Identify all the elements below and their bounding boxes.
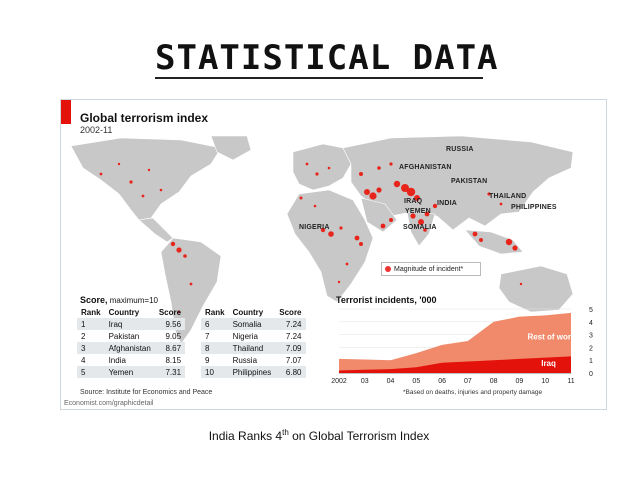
infographic-panel: Global terrorism index 2002-11: [60, 99, 607, 410]
table-row: 4 India 8.15: [81, 355, 182, 365]
x-tick-label: 11: [567, 378, 574, 385]
x-tick-label: 04: [387, 378, 395, 385]
x-tick-label: 2002: [331, 378, 347, 385]
europe: [292, 143, 352, 191]
incident-dot-icon: [385, 266, 391, 272]
map-label-pakistan: PAKISTAN: [451, 178, 488, 185]
map-label-yemen: YEMEN: [405, 208, 431, 215]
world-map: [70, 135, 574, 345]
y-tick-label: 4: [589, 320, 593, 327]
x-tick-label: 03: [361, 378, 369, 385]
chart-footnote: *Based on deaths, injuries and property …: [403, 389, 543, 396]
africa: [286, 189, 374, 303]
y-tick-label: 1: [589, 358, 593, 365]
figure-subtitle: 2002-11: [80, 125, 113, 135]
title-underline: [155, 77, 483, 79]
slide-caption: India Ranks 4th on Global Terrorism Inde…: [208, 428, 430, 443]
x-tick-label: 09: [516, 378, 524, 385]
map-label-afghanistan: AFGHANISTAN: [399, 164, 452, 171]
southeast-asia: [464, 229, 524, 255]
col-score: Score: [158, 307, 182, 317]
y-tick-label: 0: [589, 371, 593, 378]
x-tick-label: 07: [464, 378, 472, 385]
table-row: 8 Thailand 7.09: [201, 342, 306, 354]
chart-title: Terrorist incidents, '000: [336, 295, 437, 305]
incidents-area-chart: 0 1 2 3 4 5 Rest of world Iraq 2002 03 04 05 06 07 08 0…: [331, 307, 593, 396]
map-legend: Magnitude of incident*: [381, 262, 481, 276]
col-rank: Rank: [205, 307, 225, 317]
y-tick-label: 2: [589, 345, 593, 352]
map-label-iraq: IRAQ: [404, 198, 423, 205]
central-america: [138, 217, 174, 243]
y-tick-label: 3: [589, 333, 593, 340]
source-note: Source: Institute for Economics and Peac…: [80, 389, 213, 396]
figure-title: Global terrorism index: [80, 111, 209, 125]
x-tick-label: 10: [541, 378, 549, 385]
col-score: Score: [279, 307, 302, 317]
series-label-iraq: Iraq: [541, 359, 556, 368]
north-america: [70, 137, 222, 221]
x-tick-label: 08: [490, 378, 498, 385]
series-area-iraq: [339, 356, 571, 373]
score-heading: Score, maximum=10: [80, 295, 158, 305]
series-area-rest-of-world: [339, 312, 571, 373]
col-country: Country: [108, 307, 140, 317]
table-row: 5 Yemen 7.31: [77, 366, 186, 378]
incident-dots: [99, 162, 523, 314]
greenland: [210, 135, 252, 161]
accent-tab: [61, 100, 71, 124]
series-label-rest-of-world: Rest of world: [527, 333, 578, 342]
table-row: 7 Nigeria 7.24: [205, 331, 302, 341]
map-label-philippines: PHILIPPINES: [511, 204, 557, 211]
x-tick-label: 05: [412, 378, 420, 385]
arabia: [360, 197, 398, 233]
legend-label: Magnitude of incident*: [394, 265, 464, 273]
x-tick-label: 06: [438, 378, 446, 385]
map-label-india: INDIA: [437, 200, 458, 207]
slide-title: Statistical Data: [155, 38, 499, 78]
australia: [498, 265, 574, 313]
map-label-thailand: THAILAND: [489, 193, 527, 200]
india: [406, 211, 436, 247]
map-label-russia: RUSSIA: [446, 146, 474, 153]
map-label-nigeria: NIGERIA: [299, 224, 330, 231]
table-row: 1 Iraq 9.56: [77, 318, 186, 330]
south-america: [160, 237, 222, 345]
table-row: 6 Somalia 7.24: [201, 318, 306, 330]
table-row: 2 Pakistan 9.05: [81, 331, 182, 341]
table-row: 9 Russia 7.07: [205, 355, 302, 365]
source-url: Economist.com/graphicdetail: [64, 400, 154, 407]
col-rank: Rank: [81, 307, 101, 317]
col-country: Country: [232, 307, 264, 317]
y-tick-label: 5: [589, 307, 593, 314]
table-row: 10 Philippines 6.80: [201, 366, 306, 378]
table-row: 3 Afghanistan 8.67: [77, 342, 186, 354]
score-table-left: Rank Country Score 1 Iraq 9.56 2 Pakistan 9.…: [77, 306, 186, 378]
score-table-right: Rank Country Score 6 Somalia 7.24 7 Nigeria…: [201, 306, 306, 378]
map-label-somalia: SOMALIA: [403, 224, 437, 231]
